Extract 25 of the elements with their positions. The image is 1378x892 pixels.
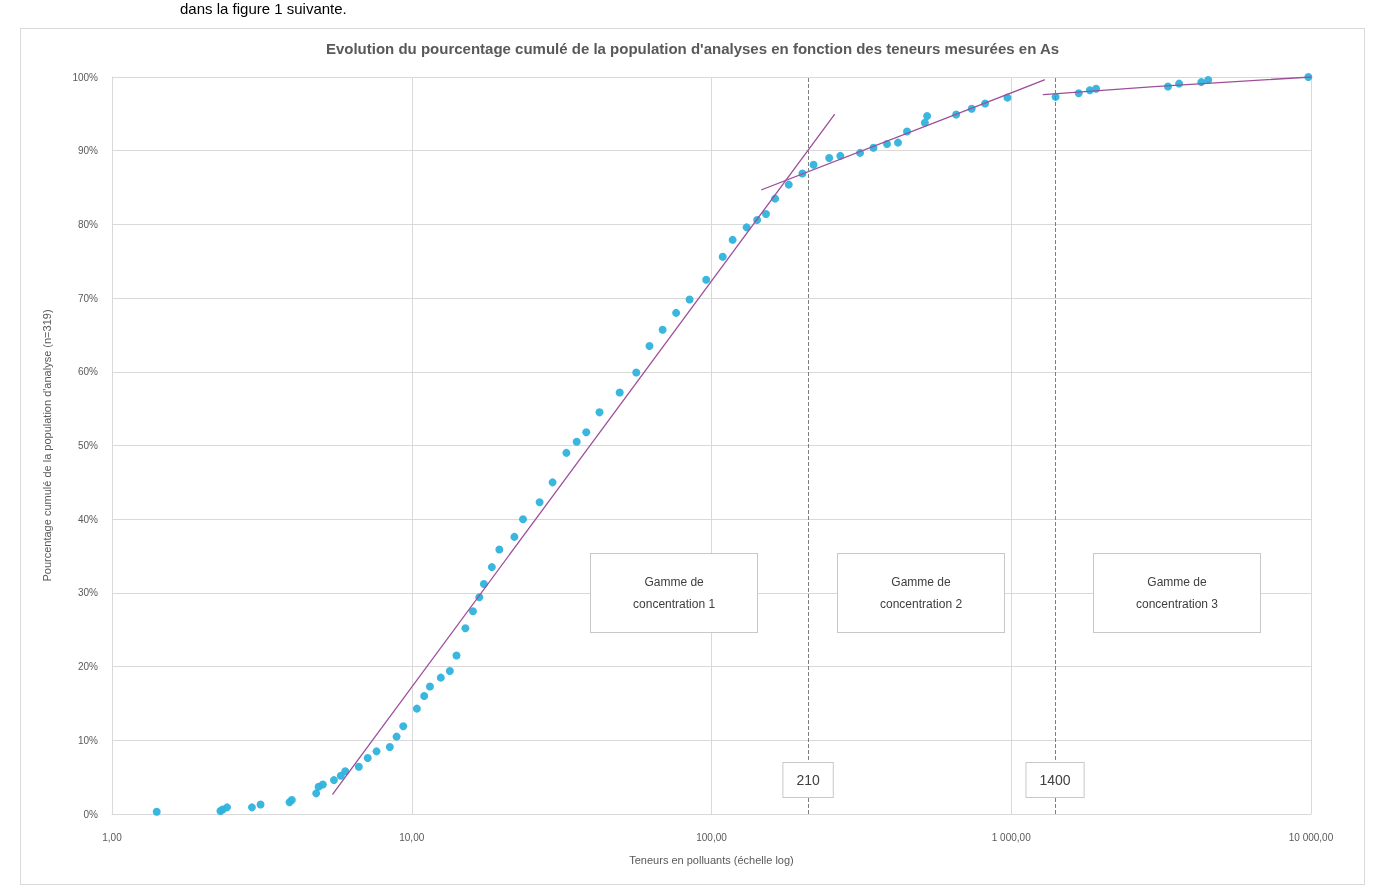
y-tick-label: 60% xyxy=(77,366,99,378)
y-tick-label: 10% xyxy=(77,734,99,746)
annotation: Gamme de concentration 1 xyxy=(632,573,717,613)
x-tick-label: 1 000,00 xyxy=(991,831,1032,843)
ref-line-label: 1400 xyxy=(1039,772,1071,788)
x-tick-label: 1,00 xyxy=(102,831,123,843)
x-tick-label: 10 000,00 xyxy=(1288,831,1334,843)
y-tick-label: 40% xyxy=(77,513,99,525)
chart-title: Evolution du pourcentage cumulé de la population d'analyses en fonction des teneurs mesurées en As xyxy=(325,40,1060,57)
x-axis-title: Teneurs en polluants (échelle log) xyxy=(629,853,794,866)
y-tick-label: 90% xyxy=(77,145,99,157)
x-tick-label: 10,00 xyxy=(399,831,425,843)
y-tick-label: 100% xyxy=(72,71,99,83)
y-tick-label: 30% xyxy=(77,587,99,599)
y-tick-label: 20% xyxy=(77,661,99,673)
annotation: Gamme de concentration 2 xyxy=(879,573,964,613)
text: dans la figure 1 suivante. xyxy=(180,0,347,17)
y-tick-label: 50% xyxy=(77,440,99,451)
annotation: Gamme de concentration 3 xyxy=(1134,573,1220,613)
y-tick-label: 0% xyxy=(83,808,99,820)
x-tick-label: 100,00 xyxy=(696,831,728,843)
y-axis-title: Pourcentage cumulé de la population d'analyse (n=319) xyxy=(40,309,53,582)
y-tick-label: 80% xyxy=(77,218,99,230)
y-tick-label: 70% xyxy=(77,292,99,304)
ref-line-label: 210 xyxy=(796,772,820,788)
